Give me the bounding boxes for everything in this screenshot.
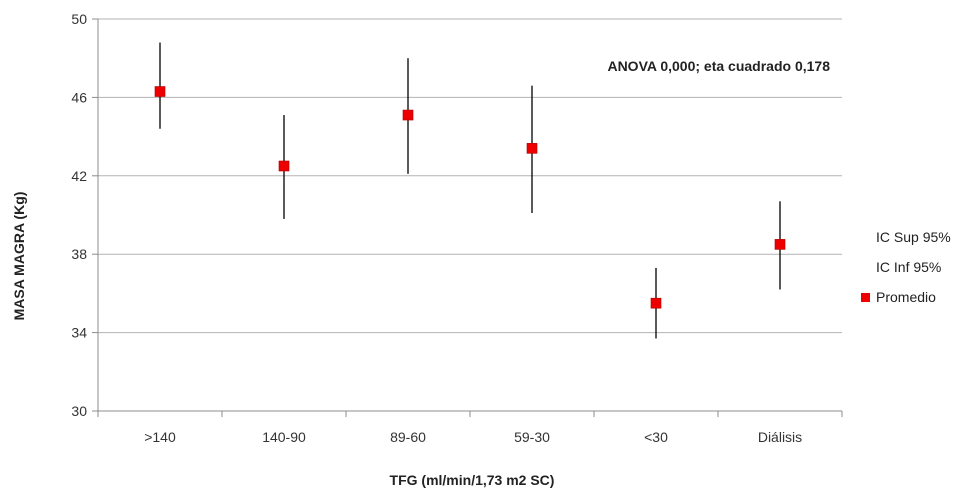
x-tick-labels: >140 140-90 89-60 59-30 <30 Diálisis bbox=[144, 429, 802, 445]
x-tick-label: 140-90 bbox=[262, 429, 306, 445]
x-axis-title: TFG (ml/min/1,73 m2 SC) bbox=[390, 472, 555, 488]
legend-label-ic-inf: IC Inf 95% bbox=[876, 259, 941, 275]
mean-markers bbox=[154, 86, 786, 309]
mean-point bbox=[278, 160, 290, 172]
y-tick-label: 42 bbox=[71, 168, 87, 184]
y-tick-label: 50 bbox=[71, 11, 87, 27]
mean-point bbox=[402, 109, 414, 121]
axes bbox=[92, 18, 843, 417]
legend-label-promedio: Promedio bbox=[876, 289, 936, 305]
x-tick-label: >140 bbox=[144, 429, 176, 445]
error-bars bbox=[159, 42, 781, 339]
y-axis-title: MASA MAGRA (Kg) bbox=[11, 192, 27, 321]
anova-annotation: ANOVA 0,000; eta cuadrado 0,178 bbox=[607, 58, 830, 74]
mean-point bbox=[154, 86, 166, 97]
gridlines bbox=[98, 18, 842, 334]
mean-point bbox=[526, 143, 538, 154]
legend-marker-promedio bbox=[861, 293, 870, 302]
y-tick-label: 46 bbox=[71, 89, 87, 105]
y-tick-label: 30 bbox=[71, 403, 87, 419]
x-tick-label: <30 bbox=[644, 429, 668, 445]
x-tick-label: Diálisis bbox=[758, 429, 802, 445]
mean-point bbox=[774, 239, 786, 250]
x-tick-label: 59-30 bbox=[514, 429, 550, 445]
y-tick-labels: 30 34 38 42 46 50 bbox=[71, 11, 87, 419]
legend-label-ic-sup: IC Sup 95% bbox=[876, 229, 951, 245]
y-tick-label: 38 bbox=[71, 246, 87, 262]
mean-point bbox=[650, 297, 662, 309]
legend: IC Sup 95% IC Inf 95% Promedio bbox=[861, 229, 951, 305]
x-tick-label: 89-60 bbox=[390, 429, 426, 445]
y-tick-label: 34 bbox=[71, 325, 87, 341]
